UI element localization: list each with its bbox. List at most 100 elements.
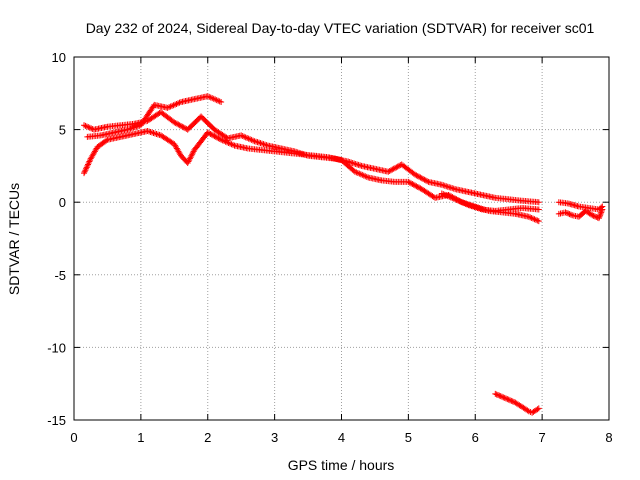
data-point	[363, 173, 370, 180]
data-point	[413, 172, 420, 179]
data-point	[508, 397, 515, 404]
data-point	[405, 178, 412, 185]
data-point	[209, 95, 216, 102]
data-point	[420, 175, 427, 182]
data-point	[422, 177, 429, 184]
x-tick-label: 1	[137, 430, 144, 445]
data-point	[85, 124, 92, 131]
data-point	[412, 182, 419, 189]
data-point	[215, 135, 222, 142]
data-point	[204, 93, 211, 100]
data-point	[535, 206, 542, 213]
data-point	[535, 218, 542, 225]
data-point	[597, 212, 604, 219]
data-point	[189, 149, 196, 156]
data-point	[85, 159, 92, 166]
data-point	[173, 120, 180, 127]
data-point	[84, 162, 91, 169]
data-point	[464, 201, 471, 208]
data-point	[85, 161, 92, 168]
data-point	[459, 199, 466, 206]
data-point	[450, 195, 457, 202]
data-point	[210, 95, 217, 102]
data-point	[414, 173, 421, 180]
data-point	[524, 407, 531, 414]
data-point	[447, 194, 454, 201]
data-point	[244, 134, 251, 141]
data-point	[492, 390, 499, 397]
x-axis-label: GPS time / hours	[288, 457, 395, 473]
data-point	[507, 397, 514, 404]
data-point	[511, 398, 518, 405]
data-point	[386, 167, 393, 174]
data-point	[599, 203, 606, 210]
data-point	[173, 100, 180, 107]
data-point	[456, 198, 463, 205]
data-point	[178, 122, 184, 129]
data-point	[455, 197, 462, 204]
data-point	[179, 123, 186, 130]
data-point	[449, 195, 456, 202]
data-point	[446, 193, 453, 200]
data-point	[410, 181, 417, 188]
data-point	[562, 209, 569, 216]
data-point	[532, 216, 539, 223]
data-point	[206, 93, 213, 100]
data-point	[225, 139, 232, 146]
data-point	[187, 154, 194, 161]
data-point	[204, 129, 211, 136]
data-point	[414, 183, 421, 190]
data-point	[176, 99, 183, 106]
data-point	[567, 211, 574, 218]
data-point	[164, 104, 171, 111]
data-point	[228, 141, 235, 148]
data-point	[213, 97, 220, 104]
data-point	[218, 99, 225, 106]
data-point	[416, 184, 423, 191]
data-point	[535, 199, 542, 206]
data-point	[222, 138, 229, 145]
data-point	[88, 125, 95, 132]
data-point	[497, 393, 504, 400]
y-tick-label: -15	[47, 413, 66, 428]
grid	[74, 57, 609, 420]
data-point	[385, 168, 392, 175]
data-point	[408, 180, 415, 187]
data-point	[362, 173, 369, 180]
data-point	[597, 210, 604, 217]
data-point	[354, 169, 361, 176]
data-point	[360, 172, 367, 179]
y-tick-label: -5	[54, 268, 66, 283]
data-point	[534, 406, 541, 413]
data-point	[250, 137, 257, 144]
data-point	[590, 212, 597, 219]
data-point	[208, 131, 215, 138]
series-track-b	[84, 93, 225, 140]
data-markers	[81, 93, 606, 416]
series-track-d	[438, 190, 542, 214]
y-tick-label: 10	[52, 50, 66, 65]
data-point	[239, 133, 246, 140]
data-point	[216, 136, 223, 143]
x-tick-label: 4	[338, 430, 345, 445]
data-point	[438, 190, 445, 197]
data-point	[359, 171, 366, 178]
data-point	[247, 136, 254, 143]
data-point	[218, 136, 225, 143]
data-point	[219, 137, 226, 144]
data-point	[440, 191, 447, 198]
data-point	[503, 395, 510, 402]
data-point	[595, 215, 602, 222]
data-point	[389, 166, 396, 173]
data-point	[215, 97, 222, 104]
data-point	[531, 216, 538, 223]
data-point	[424, 178, 431, 185]
data-point	[421, 176, 428, 183]
series-track-a	[81, 109, 542, 206]
data-point	[500, 394, 507, 401]
data-point	[241, 133, 248, 140]
data-point	[211, 133, 218, 140]
data-point	[166, 104, 173, 111]
series-track-e	[555, 206, 606, 222]
data-point	[494, 392, 501, 399]
